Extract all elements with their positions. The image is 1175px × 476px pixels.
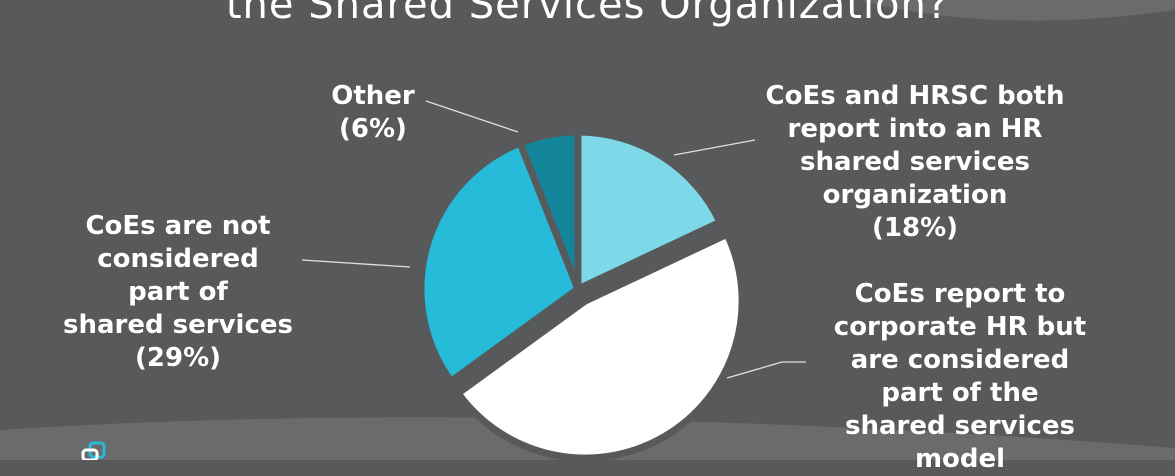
pie-slice-corporate-hr	[454, 230, 746, 460]
leader-line	[726, 361, 806, 379]
label-line: organization	[822, 180, 1008, 210]
label-line: part of the	[881, 378, 1039, 408]
label-line: CoEs are not	[85, 211, 271, 241]
leader-line	[301, 259, 411, 268]
label-line: (6%)	[339, 114, 407, 144]
label-line: CoEs report to	[854, 279, 1066, 309]
label-line: report into an HR	[787, 114, 1043, 144]
slice-label-not-considered: CoEs are not considered part of shared serv…	[60, 210, 296, 375]
label-line: corporate HR but	[833, 312, 1087, 342]
label-line: shared services	[845, 411, 1075, 441]
pie-slice-other	[516, 128, 582, 293]
pie-slice-not-considered	[417, 139, 582, 385]
label-line: (29%)	[135, 343, 221, 373]
brand-logo	[81, 441, 106, 460]
label-line: are considered	[850, 345, 1070, 375]
slice-label-other: Other (6%)	[318, 80, 428, 146]
label-line: part of	[128, 277, 228, 307]
label-line: shared services	[63, 310, 293, 340]
label-line: considered	[97, 244, 259, 274]
pie-slice-hrsc-both	[574, 128, 724, 293]
leader-line	[673, 139, 756, 156]
slice-label-hrsc-both: CoEs and HRSC both report into an HR share…	[760, 80, 1070, 245]
label-line: shared services	[800, 147, 1030, 177]
label-line: CoEs and HRSC both	[765, 81, 1065, 111]
label-line: (18%)	[872, 213, 958, 243]
chart-title: the Shared Services Organization?	[225, 0, 950, 28]
pie-chart	[301, 100, 806, 460]
label-line: Other	[331, 81, 415, 111]
slice-label-corporate-hr: CoEs report to corporate HR but are consid…	[825, 278, 1095, 476]
leader-line	[425, 100, 519, 133]
